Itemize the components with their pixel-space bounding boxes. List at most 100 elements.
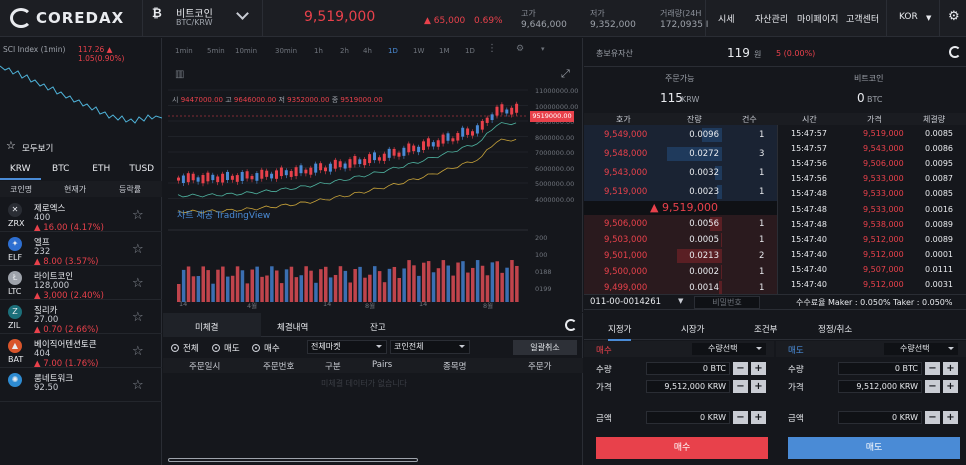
coin-change: ▲ 8.00 (3.57%) [34, 257, 99, 267]
timeframe-10min[interactable]: 10min [235, 47, 258, 55]
sell-price-plus-button[interactable]: + [943, 380, 958, 393]
buy-button[interactable]: 매수 [596, 437, 768, 459]
coin-list-item[interactable]: ✦ ELF 엘프 232 ▲ 8.00 (3.57%) ☆ [0, 232, 162, 267]
asset-refresh-icon[interactable] [949, 46, 961, 58]
tab-open-orders[interactable]: 미체결 [195, 323, 219, 333]
star-icon[interactable]: ☆ [132, 378, 144, 393]
orderbook-row[interactable]: 9,499,000 0.0014 1 [584, 278, 777, 298]
sell-price-minus-button[interactable]: − [925, 380, 940, 393]
coredax-logo[interactable]: COREDAX [10, 8, 130, 28]
orderbook-row[interactable]: 9,506,000 0.0056 1 [584, 214, 777, 234]
nav-mypage[interactable]: 마이페이지 [797, 15, 839, 25]
buy-price-minus-button[interactable]: − [733, 380, 748, 393]
show-all-favorites[interactable]: 모두보기 [22, 144, 54, 154]
timeframe-1m[interactable]: 1M [439, 47, 450, 55]
coin-list-item[interactable]: ▲ BAT 베이직어텐션토큰 404 ▲ 7.00 (1.76%) ☆ [0, 334, 162, 369]
timeframe-1min[interactable]: 1min [175, 47, 193, 55]
buy-price-plus-button[interactable]: + [751, 380, 766, 393]
tab-market[interactable]: 시장가 [681, 325, 705, 335]
candlestick-chart[interactable] [163, 82, 528, 307]
change-percent: 0.69% [474, 16, 503, 26]
coin-list-item[interactable]: Z ZIL 질리카 27.00 ▲ 0.70 (2.66%) ☆ [0, 300, 162, 335]
sell-qty-select[interactable]: 수량선택 [884, 343, 958, 355]
nav-market[interactable]: 시세 [718, 15, 735, 25]
tab-krw[interactable]: KRW [0, 160, 41, 180]
sell-amount-minus-button[interactable]: − [925, 411, 940, 424]
buy-amount-plus-button[interactable]: + [751, 411, 766, 424]
radio-sell[interactable] [212, 344, 220, 352]
buy-price-input[interactable]: 9,512,000 KRW [646, 380, 730, 393]
language-select[interactable]: KOR [899, 12, 918, 22]
nav-assets[interactable]: 자산관리 [755, 15, 789, 25]
coin-select-chevron-down-icon[interactable] [236, 7, 249, 20]
col-coin-name[interactable]: 코인명 [10, 185, 33, 194]
buy-qty-minus-button[interactable]: − [733, 362, 748, 375]
nav-support[interactable]: 고객센터 [846, 15, 880, 25]
tab-limit[interactable]: 지정가 [608, 323, 632, 341]
orderbook-row[interactable]: 9,549,000 0.0096 1 [584, 125, 777, 145]
col-current-price[interactable]: 현재가 [64, 185, 87, 194]
fullscreen-icon[interactable]: ⤢ [561, 67, 570, 80]
sell-qty-plus-button[interactable]: + [943, 362, 958, 375]
candle-type-icon[interactable]: ▥ [175, 69, 185, 80]
refresh-icon[interactable] [565, 319, 577, 331]
more-options-icon[interactable]: ⋮ [487, 43, 497, 54]
gear-icon[interactable]: ⚙ [948, 9, 960, 24]
star-icon[interactable]: ☆ [132, 344, 144, 359]
timeframe-5min[interactable]: 5min [207, 47, 225, 55]
timeframe-4h[interactable]: 4h [363, 47, 372, 55]
orderbook-row[interactable]: 9,548,000 0.0272 3 [584, 144, 777, 164]
buy-qty-select[interactable]: 수량선택 [692, 343, 766, 355]
buy-amount-input[interactable]: 0 KRW [646, 411, 730, 424]
account-number[interactable]: 011-00-0014261 [590, 297, 662, 307]
volume-bar [412, 265, 416, 302]
star-icon[interactable]: ☆ [132, 310, 144, 325]
sell-amount-plus-button[interactable]: + [943, 411, 958, 424]
buy-qty-input[interactable]: 0 BTC [646, 362, 730, 375]
timeframe-1d[interactable]: 1D [465, 47, 475, 55]
indicator-icon[interactable]: ⚙ [516, 44, 525, 54]
tab-modify-cancel[interactable]: 정정/취소 [818, 325, 853, 335]
tradingview-watermark[interactable]: 차트 제공 TradingView [177, 211, 271, 221]
col-change-rate[interactable]: 등락률 [119, 185, 142, 194]
orderbook-row[interactable]: 9,519,000 0.0023 1 [584, 182, 777, 202]
account-caret-icon[interactable]: ▼ [678, 297, 684, 305]
sell-amount-input[interactable]: 0 KRW [838, 411, 922, 424]
radio-buy[interactable] [252, 344, 260, 352]
timeframe-30min[interactable]: 30min [275, 47, 298, 55]
timeframe-1d[interactable]: 1D [388, 47, 398, 55]
password-field[interactable]: 비밀번호 [694, 296, 760, 309]
orderbook-row[interactable]: 9,543,000 0.0032 1 [584, 163, 777, 183]
buy-amount-minus-button[interactable]: − [733, 411, 748, 424]
orderbook-row[interactable]: 9,503,000 0.0005 1 [584, 230, 777, 250]
indicator-caret-icon[interactable]: ▾ [541, 45, 545, 53]
tab-tusd[interactable]: TUSD [129, 164, 155, 174]
star-icon[interactable]: ☆ [132, 208, 144, 223]
sell-qty-input[interactable]: 0 BTC [838, 362, 922, 375]
market-select[interactable]: 전체마켓 [307, 340, 387, 354]
radio-all[interactable] [171, 344, 179, 352]
coin-select[interactable]: 코인전체 [390, 340, 470, 354]
star-icon[interactable]: ☆ [132, 242, 144, 257]
coin-list-item[interactable]: ✺ 룸네트워크 92.50 ☆ [0, 368, 162, 402]
tab-conditional[interactable]: 조건부 [754, 325, 778, 335]
tab-balance[interactable]: 잔고 [370, 323, 386, 333]
language-caret-icon[interactable]: ▼ [926, 14, 932, 22]
timeframe-2h[interactable]: 2h [340, 47, 349, 55]
star-icon[interactable]: ☆ [132, 276, 144, 291]
horizontal-scrollbar[interactable] [168, 458, 418, 462]
buy-qty-plus-button[interactable]: + [751, 362, 766, 375]
sell-qty-minus-button[interactable]: − [925, 362, 940, 375]
coin-list-item[interactable]: ✕ ZRX 제로엑스 400 ▲ 16.00 (4.17%) ☆ [0, 198, 162, 233]
coin-list-item[interactable]: Ł LTC 라이트코인 128,000 ▲ 3,000 (2.40%) ☆ [0, 266, 162, 301]
tab-eth[interactable]: ETH [92, 164, 111, 174]
timeframe-1h[interactable]: 1h [314, 47, 323, 55]
orderbook-row[interactable]: 9,500,000 0.0002 1 [584, 262, 777, 282]
tab-btc[interactable]: BTC [52, 164, 70, 174]
sell-button[interactable]: 매도 [788, 437, 960, 459]
sell-price-input[interactable]: 9,512,000 KRW [838, 380, 922, 393]
tab-trade-history[interactable]: 체결내역 [277, 323, 309, 333]
cancel-all-button[interactable]: 일괄취소 [513, 340, 577, 355]
orderbook-row[interactable]: 9,501,000 0.0213 2 [584, 246, 777, 266]
timeframe-1w[interactable]: 1W [413, 47, 425, 55]
